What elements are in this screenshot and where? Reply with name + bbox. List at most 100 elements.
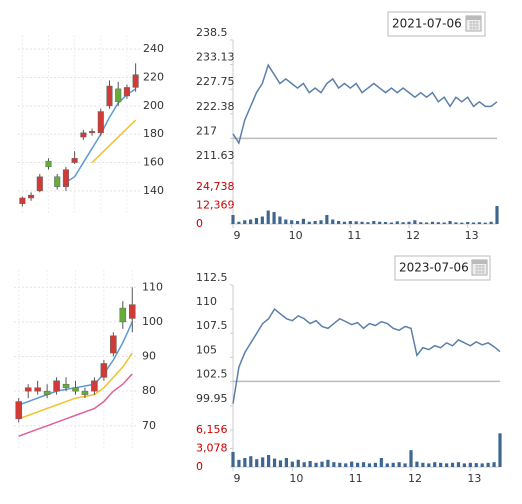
candle-body — [62, 383, 70, 388]
volume-bar — [243, 457, 247, 467]
volume-bar — [319, 220, 323, 224]
calendar-grid — [475, 265, 485, 274]
volume-bar — [326, 459, 330, 467]
volume-bar — [391, 462, 395, 467]
candle-body — [28, 194, 35, 199]
volume-bar — [313, 221, 317, 224]
calendar-icon[interactable] — [465, 15, 482, 32]
volume-bar — [450, 462, 455, 467]
calendar-header — [466, 16, 481, 20]
calendar-icon[interactable] — [471, 259, 488, 276]
volume-bar — [308, 460, 312, 467]
y-tick-label: 110 — [196, 295, 217, 308]
y-tick-label: 233.13 — [196, 51, 235, 64]
volume-bar — [261, 457, 265, 467]
volume-bar — [436, 222, 440, 224]
volume-bar — [466, 222, 470, 224]
volume-bar — [415, 461, 419, 467]
date-box[interactable]: 2023-07-06 — [394, 255, 491, 281]
y-tick-label: 110 — [142, 280, 163, 293]
candle-body — [110, 335, 117, 354]
x-tick-label: 10 — [289, 472, 303, 485]
date-box[interactable]: 2021-07-06 — [387, 11, 486, 37]
candle-body — [45, 160, 52, 168]
volume-bar — [385, 463, 389, 467]
volume-bar — [237, 221, 241, 224]
y-tick-label: 80 — [142, 384, 156, 397]
candle-body — [97, 111, 104, 134]
y-tick-label: 99.95 — [196, 392, 228, 405]
volume-bar — [456, 462, 461, 467]
volume-bar — [296, 459, 300, 467]
volume-bar — [272, 458, 277, 467]
volume-bar — [231, 451, 235, 467]
volume-bar — [454, 222, 458, 224]
candle-body — [43, 390, 51, 395]
volume-bar — [492, 462, 496, 467]
candle-body — [80, 132, 87, 138]
candle-body — [132, 74, 139, 88]
candle-body — [100, 363, 108, 378]
y-tick-label: 70 — [142, 419, 156, 432]
volume-bar — [413, 220, 417, 224]
candle-body — [71, 158, 78, 163]
volume-bar — [389, 222, 393, 224]
volume-bar — [290, 220, 294, 224]
y-tick-label: 140 — [143, 184, 164, 197]
moving-average — [18, 352, 133, 420]
x-tick-label: 13 — [467, 472, 481, 485]
volume-tick-label: 3,078 — [196, 442, 228, 455]
volume-bar — [483, 222, 487, 224]
x-tick-label: 9 — [234, 229, 241, 242]
y-tick-label: 240 — [143, 42, 164, 55]
volume-bar — [397, 462, 401, 467]
calendar-header — [472, 260, 487, 264]
volume-bar — [302, 462, 306, 467]
candle-body — [106, 85, 113, 107]
volume-bar — [278, 460, 283, 467]
volume-bar — [379, 457, 383, 467]
x-tick-label: 11 — [349, 472, 363, 485]
date-text: 2021-07-06 — [392, 17, 462, 31]
candle-body — [123, 87, 130, 97]
volume-bar — [284, 457, 288, 467]
volume-bar — [480, 463, 484, 467]
volume-bar — [445, 463, 449, 467]
volume-bar — [378, 221, 382, 224]
x-tick-label: 11 — [347, 229, 361, 242]
x-tick-label: 9 — [234, 472, 241, 485]
y-tick-label: 102.5 — [196, 367, 228, 380]
volume-bar — [433, 462, 437, 467]
y-tick-label: 107.5 — [196, 319, 228, 332]
candle-body — [91, 380, 98, 392]
x-tick-label: 12 — [408, 472, 422, 485]
volume-bar — [367, 463, 372, 467]
y-tick-label: 90 — [142, 350, 156, 363]
candle-body — [36, 176, 43, 192]
x-tick-label: 13 — [465, 229, 479, 242]
moving-average — [91, 119, 137, 164]
volume-bar — [231, 215, 235, 224]
volume-bar — [468, 462, 472, 467]
y-tick-label: 220 — [143, 71, 164, 84]
volume-bar — [337, 221, 341, 224]
date-text: 2023-07-06 — [399, 261, 469, 275]
volume-bar — [361, 462, 366, 467]
volume-bar — [354, 221, 358, 224]
volume-bar — [360, 221, 364, 224]
volume-bar — [348, 221, 352, 224]
volume-bar — [237, 459, 241, 467]
volume-bar — [401, 222, 405, 224]
candle-body — [72, 387, 79, 392]
y-tick-label: 217 — [196, 124, 217, 137]
price-line — [232, 307, 501, 404]
volume-bar — [267, 454, 271, 467]
y-tick-label: 222.38 — [196, 100, 235, 113]
volume-bar — [460, 222, 464, 224]
volume-bar — [307, 221, 311, 224]
volume-bar — [314, 462, 318, 467]
volume-bar — [325, 215, 329, 224]
volume-bar — [373, 462, 377, 467]
candle-body — [54, 176, 61, 187]
volume-bar — [421, 462, 425, 467]
